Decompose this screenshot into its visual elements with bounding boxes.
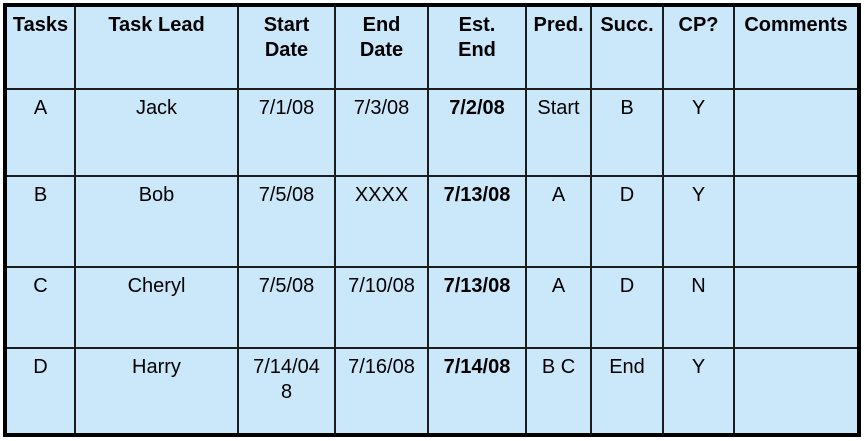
header-cell-start-date: Start Date [237,4,336,90]
cell-task: C [4,265,76,350]
cell-task: B [4,174,76,268]
cell-cp: N [662,265,735,350]
header-cell-end-date: End Date [334,4,429,90]
cell-pred: A [525,265,592,350]
cell-comments [733,88,860,177]
cell-start-date: 7/1/08 [237,88,336,177]
cell-cp: Y [662,347,735,436]
table-row-task-a: A Jack 7/1/08 7/3/08 7/2/08 Start B Y [4,88,860,177]
table-row-task-c: C Cheryl 7/5/08 7/10/08 7/13/08 A D N [4,265,860,350]
cell-start-date: 7/14/04 8 [237,347,336,436]
cell-succ: D [590,174,664,268]
cell-end-date: XXXX [334,174,429,268]
cell-end-date: 7/16/08 [334,347,429,436]
table-row-task-b: B Bob 7/5/08 XXXX 7/13/08 A D Y [4,174,860,268]
cell-task-lead: Cheryl [74,265,239,350]
cell-comments [733,174,860,268]
cell-end-date: 7/3/08 [334,88,429,177]
cell-est-end: 7/13/08 [427,174,527,268]
header-cell-tasks: Tasks [4,4,76,90]
cell-start-date: 7/5/08 [237,265,336,350]
cell-end-date: 7/10/08 [334,265,429,350]
cell-succ: End [590,347,664,436]
header-cell-succ: Succ. [590,4,664,90]
header-cell-pred: Pred. [525,4,592,90]
cell-task-lead: Harry [74,347,239,436]
cell-est-end: 7/13/08 [427,265,527,350]
cell-succ: B [590,88,664,177]
cell-task-lead: Bob [74,174,239,268]
cell-pred: Start [525,88,592,177]
cell-task-lead: Jack [74,88,239,177]
cell-pred: B C [525,347,592,436]
cell-pred: A [525,174,592,268]
cell-cp: Y [662,88,735,177]
cell-comments [733,347,860,436]
cell-task: A [4,88,76,177]
table-row-task-d: D Harry 7/14/04 8 7/16/08 7/14/08 B C En… [4,347,860,436]
cell-comments [733,265,860,350]
cell-cp: Y [662,174,735,268]
cell-succ: D [590,265,664,350]
cell-task: D [4,347,76,436]
cell-est-end: 7/2/08 [427,88,527,177]
cell-start-date: 7/5/08 [237,174,336,268]
cell-est-end: 7/14/08 [427,347,527,436]
task-schedule-table: Tasks Task Lead Start Date End Date Est.… [3,3,861,437]
header-cell-task-lead: Task Lead [74,4,239,90]
header-cell-comments: Comments [733,4,860,90]
header-cell-cp: CP? [662,4,735,90]
header-cell-est-end: Est. End [427,4,527,90]
table-header-row: Tasks Task Lead Start Date End Date Est.… [4,4,860,90]
